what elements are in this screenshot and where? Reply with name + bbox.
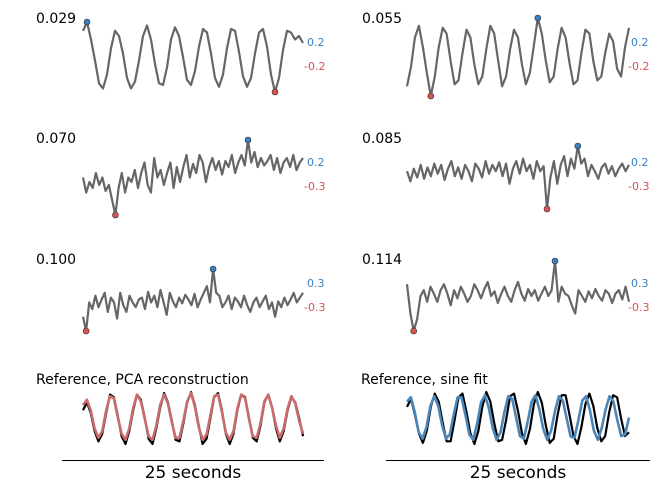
panel-1-series-line [81, 20, 304, 94]
sine-time-axis-label: 25 seconds [469, 463, 567, 483]
panel-4-max-label: 0.2 [631, 156, 649, 169]
panel-2-series-line [405, 16, 631, 98]
panel-1-max-label: 0.2 [307, 36, 325, 49]
panel-5-max-point [209, 265, 217, 273]
pca-time-axis [62, 460, 324, 461]
panel-3-series-line [81, 138, 304, 217]
panel-1-max-point [83, 18, 91, 26]
panel-4-min-point [543, 205, 551, 213]
panel-2-trace-plot [405, 14, 631, 100]
panel-3-frequency: 0.070 [36, 131, 77, 147]
panel-1-min-label: -0.2 [304, 60, 326, 73]
pca-time-axis-label: 25 seconds [144, 463, 242, 483]
panel-3-min-point [112, 211, 119, 219]
reference-sine-plot [406, 390, 631, 446]
reference-sine-title: Reference, sine fit [361, 372, 488, 388]
panel-3-max-point [244, 136, 252, 144]
panel-5-min-point [82, 327, 90, 335]
reference-pca-plot [81, 390, 305, 446]
panel-3-trace-plot [81, 136, 304, 219]
panel-6-max-label: 0.3 [631, 277, 649, 290]
panel-3-max-label: 0.2 [307, 156, 325, 169]
panel-4-series-line [405, 144, 630, 211]
pca-fit-line [81, 391, 305, 442]
reference-pca-title: Reference, PCA reconstruction [36, 372, 249, 388]
panel-6-frequency: 0.114 [362, 252, 403, 268]
panel-4-min-label: -0.3 [628, 180, 650, 193]
panel-6-min-label: -0.3 [628, 301, 650, 314]
panel-2-max-label: 0.2 [631, 36, 649, 49]
panel-5-trace-plot [81, 265, 304, 335]
panel-1-min-point [271, 88, 279, 96]
panel-2-max-point [534, 14, 542, 22]
panel-5-max-label: 0.3 [307, 277, 325, 290]
panel-6-trace-plot [405, 257, 631, 335]
panel-1-trace-plot [81, 18, 304, 96]
panel-4-max-point [574, 142, 582, 150]
panel-5-series-line [81, 267, 304, 333]
panel-4-trace-plot [405, 142, 630, 213]
panel-6-series-line [405, 259, 631, 333]
panel-2-frequency: 0.055 [362, 11, 403, 27]
panel-3-min-label: -0.3 [304, 180, 326, 193]
sine-fit-line [406, 393, 631, 442]
panel-5-min-label: -0.3 [304, 301, 326, 314]
panel-6-min-point [410, 327, 417, 335]
panel-5-frequency: 0.100 [36, 252, 77, 268]
panel-2-min-point [427, 92, 435, 100]
panel-1-frequency: 0.029 [36, 11, 77, 27]
panel-4-frequency: 0.085 [362, 131, 403, 147]
panel-2-min-label: -0.2 [628, 60, 650, 73]
panel-6-max-point [551, 257, 559, 265]
sine-time-axis [386, 460, 650, 461]
